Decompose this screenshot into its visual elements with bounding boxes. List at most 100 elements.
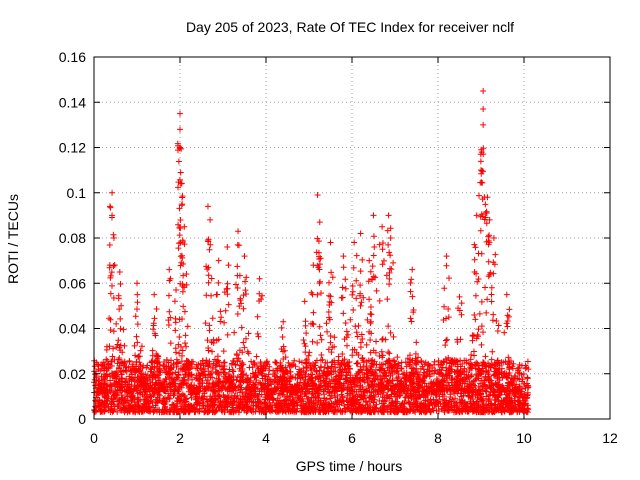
data-point (308, 400, 315, 407)
data-point (503, 374, 510, 381)
data-point (101, 404, 108, 411)
data-point (175, 184, 182, 191)
data-point (339, 284, 346, 291)
data-point (339, 294, 346, 301)
data-point (370, 347, 377, 354)
data-point (158, 381, 165, 388)
data-point (290, 407, 297, 414)
data-point (519, 394, 526, 401)
data-point (486, 232, 493, 239)
data-point (418, 400, 425, 407)
data-point (241, 253, 248, 260)
data-point (110, 328, 117, 335)
data-point (113, 320, 120, 327)
data-point (258, 391, 265, 398)
data-point (363, 362, 370, 369)
data-point (110, 231, 117, 238)
data-point (358, 299, 365, 306)
data-point (415, 394, 422, 401)
data-point (180, 272, 187, 279)
data-point (408, 276, 415, 283)
data-point (129, 361, 136, 368)
data-point (232, 361, 239, 368)
data-point (235, 409, 242, 416)
data-point (351, 381, 358, 388)
data-point (131, 374, 138, 381)
data-point (359, 355, 366, 362)
data-point (332, 364, 339, 371)
data-point (515, 394, 522, 401)
data-point (161, 408, 168, 415)
data-point (297, 379, 304, 386)
data-point (416, 409, 423, 416)
data-point (186, 369, 193, 376)
data-point (347, 316, 354, 323)
data-point (339, 357, 346, 364)
data-point (239, 392, 246, 399)
data-point (329, 274, 336, 281)
data-point (147, 368, 154, 375)
data-point (524, 375, 531, 382)
data-point (268, 388, 275, 395)
data-point (179, 366, 186, 373)
data-point (426, 362, 433, 369)
data-point (149, 347, 156, 354)
data-point (178, 406, 185, 413)
data-point (482, 353, 489, 360)
data-point (341, 365, 348, 372)
data-point (273, 360, 280, 367)
data-point (165, 371, 172, 378)
data-point (376, 297, 383, 304)
data-point (254, 313, 261, 320)
data-point (357, 366, 364, 373)
data-point (201, 390, 208, 397)
data-point (438, 370, 445, 377)
data-point (394, 367, 401, 374)
data-point (205, 272, 212, 279)
x-tick-label: 10 (516, 430, 532, 446)
data-point (401, 409, 408, 416)
data-point (303, 356, 310, 363)
data-point (183, 343, 190, 350)
data-point (169, 370, 176, 377)
data-point (274, 403, 281, 410)
data-point (310, 309, 317, 316)
data-point (146, 383, 153, 390)
data-point (243, 274, 250, 281)
data-point (447, 365, 454, 372)
data-point (409, 266, 416, 273)
data-point (420, 377, 427, 384)
data-point (329, 359, 336, 366)
data-point (512, 372, 519, 379)
data-point (144, 362, 151, 369)
data-point (126, 358, 133, 365)
data-point (99, 387, 106, 394)
data-point (107, 290, 114, 297)
data-point (142, 387, 149, 394)
data-point (445, 407, 452, 414)
data-point (111, 406, 118, 413)
data-point (375, 383, 382, 390)
data-point (320, 377, 327, 384)
data-point (213, 375, 220, 382)
data-point (109, 189, 116, 196)
data-point (280, 374, 287, 381)
data-point (370, 212, 377, 219)
data-point (221, 359, 228, 366)
data-point (180, 392, 187, 399)
data-point (506, 409, 513, 416)
data-point (204, 337, 211, 344)
data-point (304, 385, 311, 392)
data-point (454, 338, 461, 345)
data-point (405, 359, 412, 366)
data-point (351, 239, 358, 246)
data-point (247, 394, 254, 401)
data-point (443, 262, 450, 269)
data-point (337, 376, 344, 383)
data-point (316, 266, 323, 273)
data-point (379, 352, 386, 359)
data-point (176, 396, 183, 403)
data-point (126, 386, 133, 393)
x-tick-label: 2 (176, 430, 184, 446)
data-point (213, 382, 220, 389)
